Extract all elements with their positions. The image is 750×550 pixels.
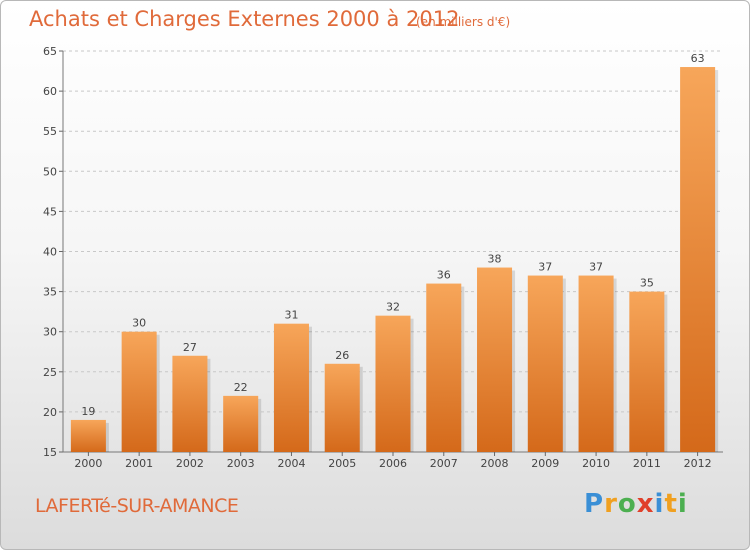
- place-name: LAFERTé-SUR-AMANCE: [35, 495, 239, 517]
- value-label: 32: [386, 301, 400, 314]
- bar: [680, 67, 716, 452]
- logo-letter: i: [677, 489, 688, 519]
- proxiti-logo[interactable]: Proxiti: [584, 489, 688, 519]
- bar: [324, 363, 360, 452]
- x-tick-label: 2000: [74, 457, 102, 470]
- x-tick-label: 2008: [481, 457, 509, 470]
- axes: 15 20 25 30 35 40 45 50 55 60 65 2000 2001 2002 2003 20…: [43, 45, 723, 470]
- logo-letter: P: [584, 489, 605, 519]
- bar: [426, 283, 462, 452]
- bar: [70, 419, 106, 452]
- y-tick-label: 40: [43, 246, 57, 259]
- y-tick-label: 50: [43, 165, 57, 178]
- x-tick-label: 2002: [176, 457, 204, 470]
- y-tick-label: 15: [43, 446, 57, 459]
- y-tick-label: 45: [43, 205, 57, 218]
- logo-letter: o: [617, 489, 637, 519]
- y-tick-label: 25: [43, 366, 57, 379]
- bar: [273, 323, 309, 452]
- logo-letter: i: [654, 489, 665, 519]
- bar: [121, 331, 157, 452]
- bar: [172, 355, 208, 452]
- x-tick-label: 2005: [328, 457, 356, 470]
- bar: [629, 291, 665, 452]
- value-label: 37: [589, 261, 603, 274]
- y-tick-label: 35: [43, 286, 57, 299]
- y-tick-label: 30: [43, 326, 57, 339]
- y-tick-label: 55: [43, 125, 57, 138]
- x-tick-label: 2009: [531, 457, 559, 470]
- x-tick-label: 2004: [277, 457, 305, 470]
- bar: [375, 315, 411, 452]
- logo-letter: t: [664, 489, 678, 519]
- value-label: 63: [691, 52, 705, 65]
- x-tick-label: 2010: [582, 457, 610, 470]
- x-tick-label: 2003: [227, 457, 255, 470]
- bar: [477, 267, 513, 452]
- x-tick-label: 2011: [633, 457, 661, 470]
- bar: [578, 275, 614, 452]
- value-label: 35: [640, 277, 654, 290]
- value-label: 22: [234, 381, 248, 394]
- chart-subtitle: (en milliers d'€): [416, 15, 511, 29]
- bar: [223, 395, 259, 452]
- value-label: 27: [183, 341, 197, 354]
- value-label: 38: [488, 253, 502, 266]
- value-label: 30: [132, 317, 146, 330]
- bar: [527, 275, 563, 452]
- value-label: 19: [81, 405, 95, 418]
- value-label: 31: [284, 309, 298, 322]
- value-label: 26: [335, 349, 349, 362]
- bars: [70, 67, 719, 452]
- chart-title: Achats et Charges Externes 2000 à 2012: [29, 7, 460, 31]
- value-label: 37: [538, 261, 552, 274]
- x-tick-label: 2012: [684, 457, 712, 470]
- y-tick-label: 65: [43, 45, 57, 58]
- x-tick-label: 2006: [379, 457, 407, 470]
- y-tick-label: 20: [43, 406, 57, 419]
- x-tick-label: 2001: [125, 457, 153, 470]
- logo-letter: r: [604, 489, 618, 519]
- y-tick-label: 60: [43, 85, 57, 98]
- x-tick-label: 2007: [430, 457, 458, 470]
- value-labels: 19 30 27 22 31 26 32 36 38 37 37 35 63: [81, 52, 704, 418]
- logo-letter: x: [636, 489, 655, 519]
- value-label: 36: [437, 269, 451, 282]
